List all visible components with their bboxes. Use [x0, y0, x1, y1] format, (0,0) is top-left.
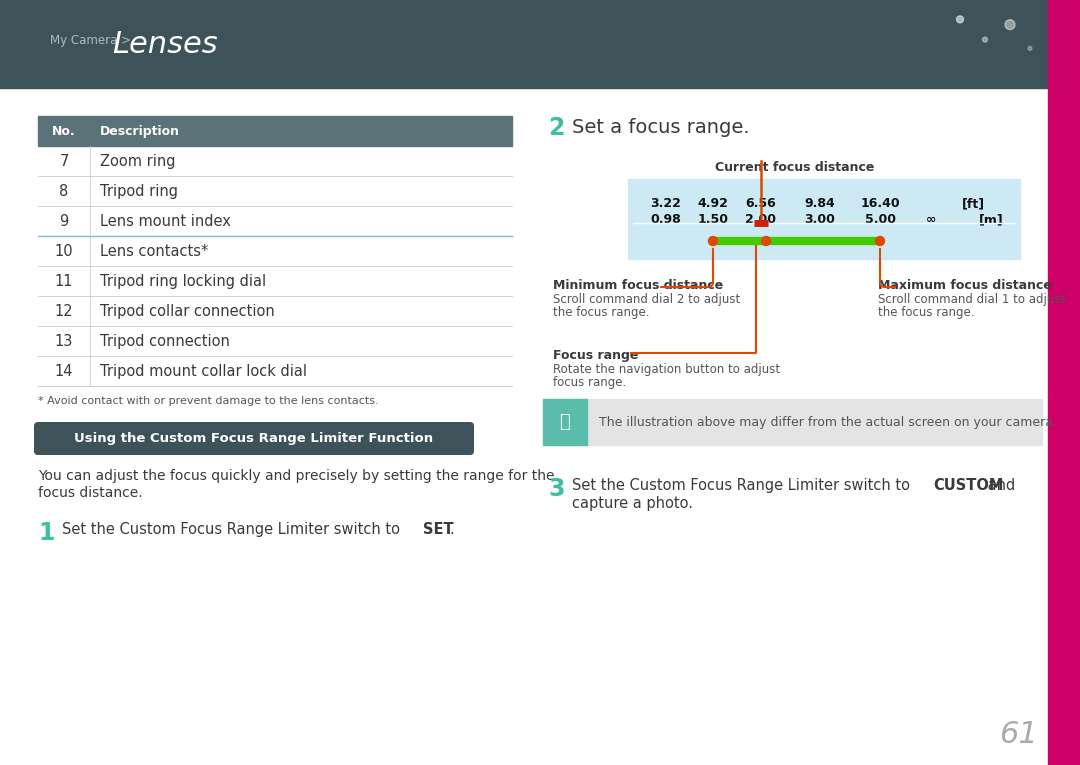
Text: 1.50: 1.50: [698, 213, 729, 226]
Text: Rotate the navigation button to adjust: Rotate the navigation button to adjust: [553, 363, 780, 376]
Text: 5.00: 5.00: [864, 213, 895, 226]
Circle shape: [761, 236, 770, 246]
Circle shape: [1005, 20, 1015, 30]
Text: The illustration above may differ from the actual screen on your camera.: The illustration above may differ from t…: [599, 415, 1057, 428]
Text: the focus range.: the focus range.: [553, 306, 649, 319]
Bar: [543, 399, 588, 445]
Text: 6.56: 6.56: [745, 197, 777, 210]
Text: Set a focus range.: Set a focus range.: [572, 118, 750, 137]
Text: Focus range: Focus range: [553, 349, 638, 362]
Text: focus range.: focus range.: [553, 376, 626, 389]
Text: 11: 11: [55, 274, 73, 288]
Text: Scroll command dial 1 to adjust: Scroll command dial 1 to adjust: [878, 293, 1065, 306]
Circle shape: [708, 236, 717, 246]
Text: 3.00: 3.00: [805, 213, 836, 226]
Text: Maximum focus distance: Maximum focus distance: [878, 279, 1052, 292]
Text: 4.92: 4.92: [698, 197, 728, 210]
Text: the focus range.: the focus range.: [878, 306, 974, 319]
Text: Tripod connection: Tripod connection: [100, 334, 230, 349]
Text: SET: SET: [423, 522, 454, 537]
Text: Tripod mount collar lock dial: Tripod mount collar lock dial: [100, 363, 307, 379]
Text: You can adjust the focus quickly and precisely by setting the range for the: You can adjust the focus quickly and pre…: [38, 469, 554, 483]
Text: 12: 12: [55, 304, 73, 318]
Text: Current focus distance: Current focus distance: [715, 161, 875, 174]
Text: 61: 61: [999, 720, 1038, 749]
Text: Lens mount index: Lens mount index: [100, 213, 231, 229]
Text: 8: 8: [59, 184, 69, 198]
Text: [ft]: [ft]: [961, 197, 985, 210]
Text: focus distance.: focus distance.: [38, 486, 143, 500]
Text: Lens contacts*: Lens contacts*: [100, 243, 208, 259]
FancyBboxPatch shape: [33, 422, 474, 455]
Text: 3.22: 3.22: [650, 197, 681, 210]
Circle shape: [957, 16, 963, 23]
Text: 0.98: 0.98: [650, 213, 681, 226]
Text: and: and: [984, 478, 1015, 493]
Text: 13: 13: [55, 334, 73, 349]
Text: CUSTOM: CUSTOM: [933, 478, 1003, 493]
Bar: [627, 179, 1020, 259]
Bar: [38, 116, 512, 146]
Text: 9: 9: [59, 213, 69, 229]
Circle shape: [983, 37, 987, 42]
Text: [m]: [m]: [978, 213, 1003, 226]
Bar: [1048, 0, 1080, 765]
Text: No.: No.: [52, 125, 76, 138]
Circle shape: [1028, 47, 1032, 50]
Text: 🖊: 🖊: [559, 413, 570, 431]
Text: Set the Custom Focus Range Limiter switch to: Set the Custom Focus Range Limiter switc…: [572, 478, 915, 493]
Text: 14: 14: [55, 363, 73, 379]
Text: Tripod ring locking dial: Tripod ring locking dial: [100, 274, 266, 288]
Text: capture a photo.: capture a photo.: [572, 496, 693, 511]
Text: * Avoid contact with or prevent damage to the lens contacts.: * Avoid contact with or prevent damage t…: [38, 396, 379, 406]
Text: 2.00: 2.00: [745, 213, 777, 226]
Text: Zoom ring: Zoom ring: [100, 154, 175, 168]
Text: 9.84: 9.84: [805, 197, 835, 210]
Text: Scroll command dial 2 to adjust: Scroll command dial 2 to adjust: [553, 293, 740, 306]
Circle shape: [876, 236, 885, 246]
Text: Lenses: Lenses: [112, 30, 218, 58]
Text: Tripod ring: Tripod ring: [100, 184, 178, 198]
Text: Description: Description: [100, 125, 180, 138]
Bar: [0, 0, 1080, 88]
Text: 1: 1: [38, 521, 54, 545]
Text: 2: 2: [548, 116, 565, 140]
Text: 16.40: 16.40: [860, 197, 900, 210]
Text: ∞: ∞: [926, 213, 936, 226]
Text: .: .: [449, 522, 455, 537]
Text: 7: 7: [59, 154, 69, 168]
Bar: [543, 399, 1042, 445]
Text: Minimum focus distance: Minimum focus distance: [553, 279, 724, 292]
Text: 3: 3: [548, 477, 565, 501]
Text: 10: 10: [55, 243, 73, 259]
Text: My Camera >: My Camera >: [50, 34, 135, 47]
Text: Set the Custom Focus Range Limiter switch to: Set the Custom Focus Range Limiter switc…: [62, 522, 405, 537]
Text: Using the Custom Focus Range Limiter Function: Using the Custom Focus Range Limiter Fun…: [75, 432, 433, 445]
Text: Tripod collar connection: Tripod collar connection: [100, 304, 274, 318]
